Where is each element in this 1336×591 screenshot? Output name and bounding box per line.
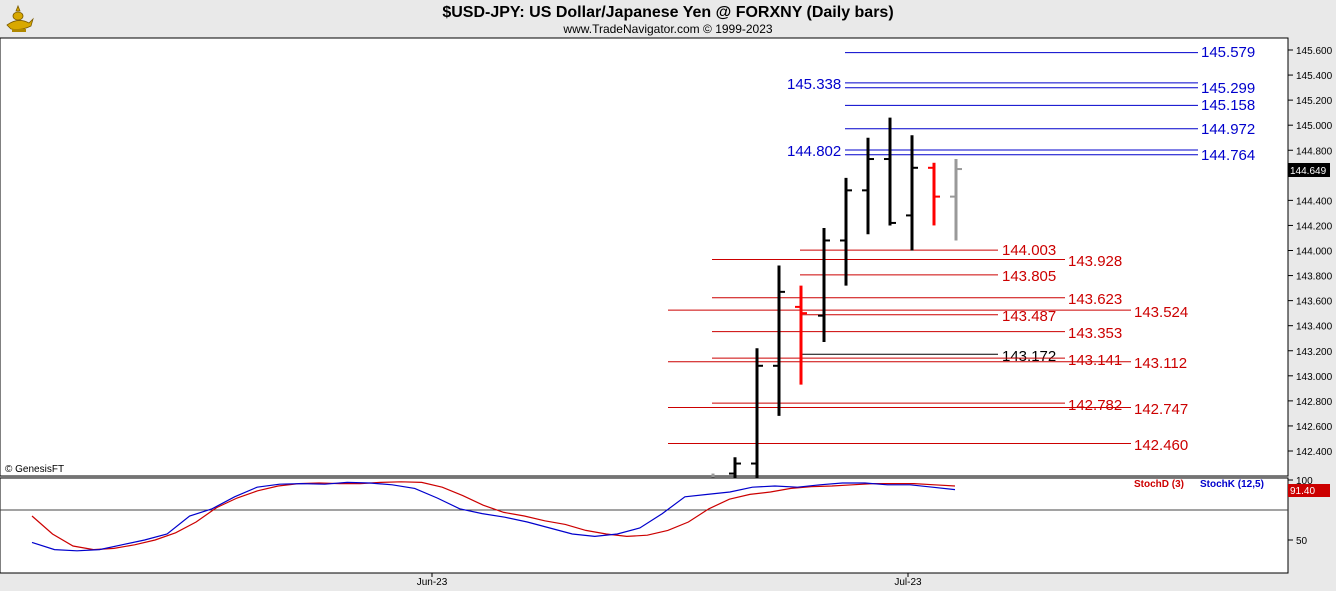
chart-title: $USD-JPY: US Dollar/Japanese Yen @ FORXN… — [442, 4, 893, 21]
price-tick-label: 143.000 — [1296, 372, 1333, 383]
level-label: 145.158 — [1201, 97, 1255, 114]
header: $USD-JPY: US Dollar/Japanese Yen @ FORXN… — [6, 4, 894, 36]
level-label: 143.172 — [1002, 348, 1056, 365]
price-bar — [884, 117, 896, 226]
price-axis: 145.600 145.400 145.200 145.000 144.800 144.4… — [1288, 46, 1333, 458]
price-tick-label: 142.400 — [1296, 447, 1333, 458]
level-label: 142.782 — [1068, 397, 1122, 414]
stochastic-axis: 100 50 — [1288, 476, 1313, 547]
price-tick-label: 143.800 — [1296, 272, 1333, 283]
price-tick-label: 143.400 — [1296, 322, 1333, 333]
level-label: 144.972 — [1201, 121, 1255, 138]
price-bar — [840, 177, 852, 286]
price-tick-label: 142.800 — [1296, 397, 1333, 408]
level-label: 143.928 — [1068, 253, 1122, 270]
price-bar — [773, 265, 785, 416]
stochk-line — [31, 481, 956, 552]
price-tick-label: 144.000 — [1296, 247, 1333, 258]
price-tick-label: 144.800 — [1296, 146, 1333, 157]
level-label: 144.764 — [1201, 147, 1255, 164]
price-tick-label: 142.600 — [1296, 422, 1333, 433]
stochastic-tick-label: 50 — [1296, 536, 1308, 547]
genie-lamp-icon — [6, 4, 34, 32]
level-label: 144.802 — [787, 143, 841, 160]
stochd-line — [31, 481, 956, 551]
price-panel — [0, 37, 1289, 477]
price-tick-label: 145.400 — [1296, 71, 1333, 82]
price-bar — [906, 135, 918, 251]
price-tick-label: 145.200 — [1296, 96, 1333, 107]
price-bar — [928, 162, 940, 226]
stochastic-lines — [31, 481, 956, 552]
price-tick-label: 144.400 — [1296, 196, 1333, 207]
legend-stochk: StochK (12,5) — [1200, 479, 1264, 490]
stochastic-last-value: 91.40 — [1290, 486, 1315, 497]
level-label: 145.299 — [1201, 80, 1255, 97]
price-tick-label: 145.600 — [1296, 46, 1333, 57]
price-bar — [950, 159, 962, 241]
price-bar — [862, 137, 874, 235]
price-bar — [795, 285, 807, 385]
time-tick-label: Jul-23 — [894, 577, 922, 588]
level-label: 143.524 — [1134, 304, 1188, 321]
level-label: 142.460 — [1134, 437, 1188, 454]
last-price-value: 144.649 — [1290, 166, 1327, 177]
level-label: 145.579 — [1201, 44, 1255, 61]
price-tick-label: 143.200 — [1296, 347, 1333, 358]
copyright-label: © GenesisFT — [5, 464, 64, 475]
time-tick-label: Jun-23 — [417, 577, 448, 588]
legend-stochd: StochD (3) — [1134, 479, 1184, 490]
level-label: 143.623 — [1068, 291, 1122, 308]
price-tick-label: 145.000 — [1296, 121, 1333, 132]
price-tick-label: 143.600 — [1296, 297, 1333, 308]
level-label: 144.003 — [1002, 242, 1056, 259]
level-label: 143.353 — [1068, 325, 1122, 342]
level-label: 143.141 — [1068, 352, 1122, 369]
stochastic-tick-label: 100 — [1296, 476, 1313, 487]
chart-subtitle: www.TradeNavigator.com © 1999-2023 — [562, 22, 772, 36]
level-label: 143.487 — [1002, 308, 1056, 325]
level-label: 143.805 — [1002, 268, 1056, 285]
last-price-tag: 144.649 — [1288, 163, 1330, 177]
price-bar — [818, 227, 830, 342]
level-label: 142.747 — [1134, 401, 1188, 418]
level-label: 145.338 — [787, 76, 841, 93]
level-label: 143.112 — [1134, 355, 1187, 372]
time-axis: Jun-23 Jul-23 — [0, 572, 1288, 588]
stochastic-last-tag: 91.40 — [1288, 484, 1330, 497]
price-tick-label: 144.200 — [1296, 221, 1333, 232]
price-bar — [751, 348, 763, 483]
